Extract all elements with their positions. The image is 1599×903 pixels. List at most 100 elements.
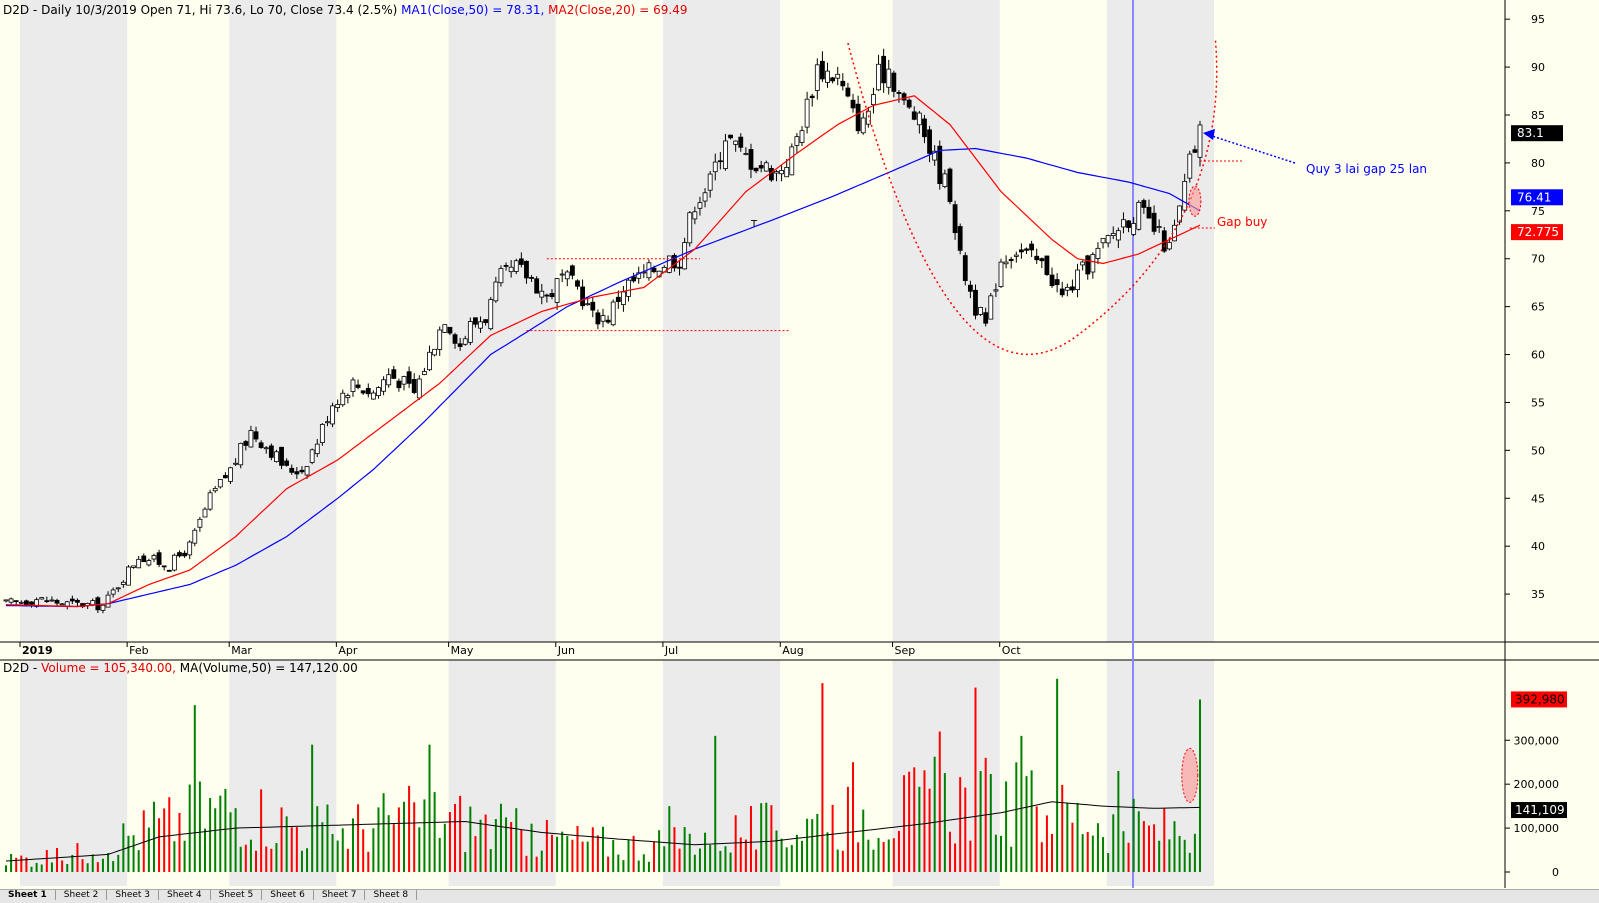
volume-bar-down — [550, 834, 553, 872]
sheet-tab[interactable]: Sheet 3 — [107, 890, 160, 900]
sheet-tab[interactable]: Sheet 7 — [314, 890, 366, 900]
candle-up — [171, 554, 177, 571]
ma20-tag-box — [1511, 224, 1563, 241]
volume-bar-down — [81, 859, 84, 872]
candle-down — [927, 129, 932, 154]
candle-down — [1024, 248, 1029, 251]
candle-up — [314, 443, 320, 455]
candle-up — [508, 266, 514, 273]
candle-down — [580, 286, 585, 307]
candle-up — [1197, 124, 1203, 158]
candle-up — [432, 348, 438, 356]
candle-up — [376, 387, 381, 397]
volume-bar-up — [112, 861, 115, 872]
volume-bar-up — [1137, 811, 1140, 872]
candle-up — [120, 581, 126, 585]
candle-down — [1034, 255, 1040, 261]
volume-bar-down — [510, 822, 513, 872]
volume-bar-up — [433, 792, 436, 872]
volume-bar-down — [959, 777, 962, 872]
volume-bar-up — [790, 845, 793, 872]
candle-up — [835, 73, 841, 79]
x-tick-label: Feb — [129, 644, 148, 657]
candle-up — [1080, 261, 1086, 266]
volume-bar-up — [183, 840, 186, 872]
volume-bar-up — [1178, 835, 1181, 872]
arrow-line — [1211, 135, 1296, 164]
volume-bar-down — [265, 846, 268, 872]
candle-down — [973, 289, 978, 316]
candle-up — [18, 601, 24, 604]
volume-bar-up — [224, 788, 227, 872]
candle-down — [881, 55, 887, 84]
candle-up — [916, 112, 922, 126]
candle-down — [845, 87, 851, 97]
candle-down — [24, 600, 29, 605]
volume-bar-up — [1199, 699, 1201, 872]
candle-up — [39, 597, 45, 600]
candle-up — [192, 529, 198, 544]
volume-bar-up — [994, 834, 997, 872]
sheet-tab[interactable]: Sheet 8 — [365, 890, 418, 900]
volume-bar-up — [811, 819, 814, 872]
volume-bar-down — [525, 855, 528, 872]
volume-bar-up — [300, 850, 303, 872]
volume-bar-down — [392, 824, 395, 872]
candle-up — [263, 447, 269, 450]
sheet-tab[interactable]: Sheet 1 — [0, 890, 56, 900]
candle-up — [789, 146, 795, 176]
volume-bar-up — [326, 804, 329, 872]
candle-up — [493, 281, 499, 302]
volume-bar-up — [780, 838, 783, 872]
volume-bar-down — [928, 788, 931, 872]
price-y-tick-label: 55 — [1531, 396, 1545, 409]
candle-down — [1044, 255, 1050, 275]
volume-bar-down — [448, 812, 451, 872]
sheet-tab[interactable]: Sheet 2 — [56, 890, 108, 900]
volume-bar-down — [260, 789, 263, 872]
volume-ma-line — [5, 801, 1201, 862]
candle-up — [309, 449, 315, 463]
volume-bar-up — [602, 826, 604, 872]
volume-bar-up — [1066, 802, 1069, 872]
volume-bar-down — [749, 806, 752, 872]
sheet-tab[interactable]: Sheet 5 — [211, 890, 263, 900]
volume-bar-up — [729, 852, 732, 872]
candle-down — [391, 369, 397, 379]
volume-bar-down — [923, 770, 926, 872]
volume-bar-down — [1127, 842, 1130, 872]
candle-down — [595, 312, 601, 325]
sheet-tab[interactable]: Sheet 6 — [262, 890, 314, 900]
candle-up — [743, 153, 749, 155]
price-y-tick-label: 65 — [1531, 301, 1545, 314]
volume-bar-up — [836, 849, 839, 872]
candle-down — [753, 167, 759, 172]
month-band — [20, 660, 128, 886]
volume-bar-down — [158, 818, 161, 872]
candle-down — [294, 471, 300, 475]
candle-down — [534, 278, 540, 294]
volume-bar-down — [892, 838, 895, 872]
candle-up — [340, 392, 346, 406]
volume-bar-down — [1153, 824, 1156, 872]
candle-down — [95, 597, 101, 611]
candle-down — [365, 387, 371, 395]
volume-bar-up — [403, 801, 405, 872]
volume-bar-down — [362, 829, 365, 872]
candle-down — [590, 301, 596, 311]
volume-bar-up — [341, 828, 344, 872]
sheet-tab[interactable]: Sheet 4 — [159, 890, 211, 900]
volume-bar-up — [1183, 839, 1186, 872]
volume-bar-up — [775, 830, 778, 872]
candle-down — [1085, 255, 1091, 275]
candle-down — [457, 343, 463, 347]
volume-bar-down — [25, 857, 28, 872]
volume-bar-down — [841, 850, 844, 872]
candle-up — [330, 405, 335, 425]
price-y-tick-label: 40 — [1531, 540, 1545, 553]
volume-bar-up — [336, 840, 339, 872]
candle-down — [411, 379, 417, 393]
volume-bar-up — [1010, 846, 1013, 872]
